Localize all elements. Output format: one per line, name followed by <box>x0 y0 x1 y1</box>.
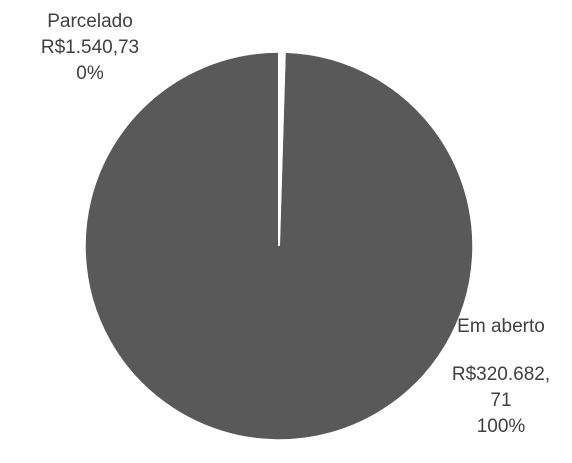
slice-name-parcelado: Parcelado <box>47 11 133 32</box>
slice-label-em-aberto: Em aberto R$320.682, 71 100% <box>430 314 572 440</box>
slice-name-em-aberto: Em aberto <box>457 316 545 337</box>
slice-separator-2 <box>278 52 286 247</box>
slice-value-em-aberto-line2: 71 <box>490 390 512 411</box>
slice-percent-parcelado: 0% <box>76 63 104 84</box>
slice-value-parcelado: R$1.540,73 <box>40 37 140 58</box>
slice-label-parcelado: Parcelado R$1.540,73 0% <box>0 9 180 87</box>
slice-value-em-aberto-line1: R$320.682, <box>451 364 551 385</box>
slice-percent-em-aberto: 100% <box>476 416 526 437</box>
